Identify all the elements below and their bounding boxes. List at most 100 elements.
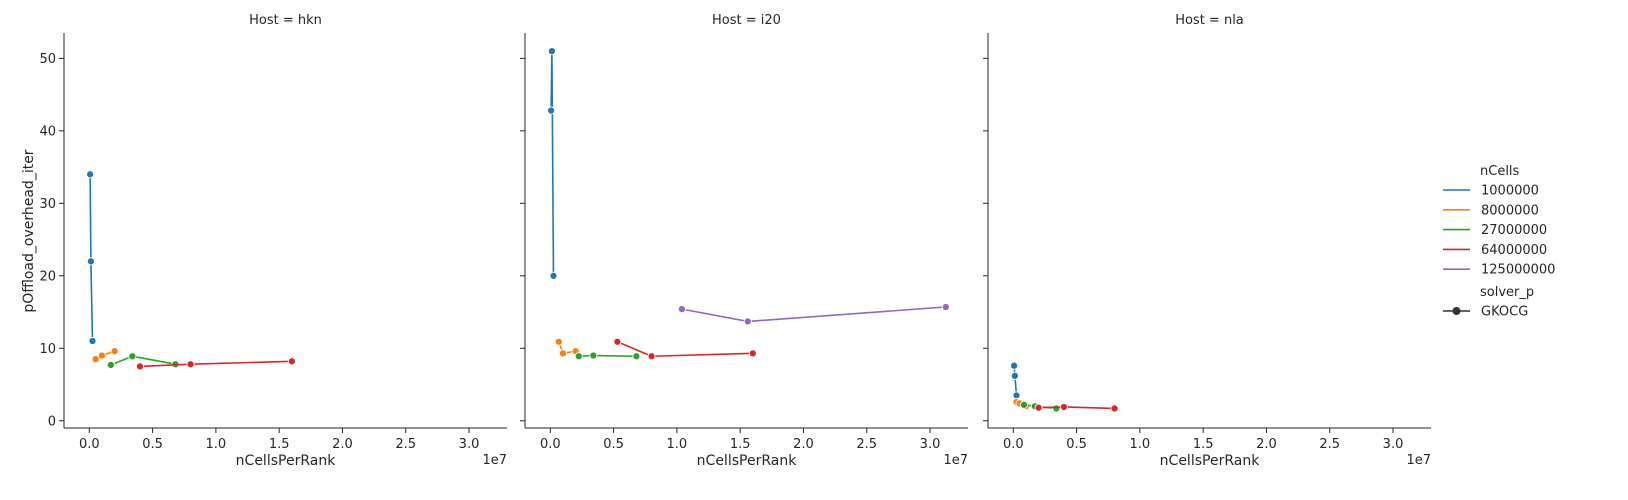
x-tick-label: 1.0 — [667, 437, 688, 452]
chart-panels: Host = hkn 0 10 20 30 40 50 0.0 0.5 1.0 1.5 2.0 2.5 3… — [39, 13, 1431, 469]
data-point — [613, 337, 622, 346]
x-offset-text: 1e7 — [1406, 453, 1431, 468]
legend-entry: 64000000 — [1443, 243, 1547, 258]
series-line — [1013, 365, 1018, 396]
x-tick-label: 1.5 — [269, 437, 290, 452]
x-tick-label: 0.5 — [142, 437, 163, 452]
series-8000000 — [91, 347, 119, 364]
x-tick-label: 3.0 — [1383, 437, 1404, 452]
data-point — [574, 352, 583, 361]
data-point — [186, 360, 195, 369]
x-offset-text: 1e7 — [482, 453, 507, 468]
data-point — [86, 257, 95, 266]
x-tick-label: 0.0 — [540, 437, 561, 452]
x-offset-text: 1e7 — [943, 453, 968, 468]
legend-style-title: solver_p — [1480, 285, 1534, 300]
series-line — [681, 306, 946, 323]
data-point — [748, 349, 757, 358]
legend-label: 27000000 — [1481, 223, 1547, 238]
x-tick-label: 2.0 — [793, 437, 814, 452]
x-tick-label: 0.0 — [79, 437, 100, 452]
panel-2: Host = nla 0.0 0.5 1.0 1.5 2.0 2.5 3.0 nCellsPer… — [983, 13, 1431, 469]
data-point — [86, 170, 95, 179]
series-64000000 — [135, 357, 296, 371]
data-point — [1059, 402, 1068, 412]
series-1000000 — [86, 170, 97, 346]
x-tick-label: 3.0 — [459, 437, 480, 452]
data-point — [91, 355, 100, 364]
data-point — [1052, 404, 1061, 413]
legend-entry: 125000000 — [1443, 263, 1555, 278]
data-point — [743, 317, 752, 326]
legend-entry: GKOCG — [1443, 305, 1528, 320]
x-tick-label: 2.5 — [856, 437, 877, 452]
data-point — [547, 47, 556, 56]
series-125000000 — [677, 302, 950, 326]
data-point — [1034, 403, 1043, 412]
x-tick-label: 0.0 — [1003, 437, 1024, 452]
data-point — [647, 352, 656, 361]
data-point — [97, 351, 107, 360]
series-1000000 — [1010, 361, 1021, 400]
y-tick-label: 50 — [39, 52, 56, 67]
data-point — [677, 305, 686, 314]
data-point — [589, 351, 598, 360]
series-line — [550, 51, 555, 276]
x-tick-label: 3.0 — [920, 437, 941, 452]
series-line — [110, 355, 176, 366]
y-tick-label: 0 — [48, 414, 56, 429]
x-tick-label: 1.0 — [1130, 437, 1151, 452]
panel-title: Host = nla — [1175, 13, 1244, 28]
y-tick-label: 10 — [39, 342, 56, 357]
x-tick-label: 2.0 — [332, 437, 353, 452]
series-64000000 — [613, 337, 757, 361]
data-point — [547, 106, 556, 115]
data-point — [941, 302, 950, 312]
legend-label: 64000000 — [1481, 243, 1547, 258]
series-1000000 — [547, 47, 558, 280]
legend-label: 1000000 — [1481, 184, 1539, 199]
x-tick-label: 0.5 — [603, 437, 624, 452]
panel-title: Host = hkn — [249, 13, 322, 28]
x-tick-label: 1.5 — [1193, 437, 1214, 452]
x-tick-label: 1.5 — [730, 437, 751, 452]
data-point — [549, 271, 558, 280]
y-tick-label: 20 — [39, 269, 56, 284]
series-8000000 — [554, 337, 580, 358]
x-tick-label: 2.5 — [1319, 437, 1340, 452]
data-point — [632, 352, 641, 361]
data-point — [287, 357, 296, 366]
x-axis-label: nCellsPerRank — [1160, 453, 1261, 469]
panel-title: Host = i20 — [712, 13, 781, 28]
series-line — [578, 354, 637, 358]
data-point — [554, 337, 563, 346]
x-tick-label: 2.0 — [1256, 437, 1277, 452]
x-tick-label: 0.5 — [1066, 437, 1087, 452]
series-27000000 — [574, 351, 641, 361]
series-64000000 — [1034, 402, 1119, 413]
legend-label: 125000000 — [1481, 263, 1555, 278]
legend-entry: 27000000 — [1443, 223, 1547, 238]
y-tick-label: 40 — [39, 124, 56, 139]
data-point — [128, 352, 137, 361]
data-point — [88, 336, 97, 346]
panel-1: Host = i20 0.0 0.5 1.0 1.5 2.0 2.5 3.0 nCellsPer… — [520, 13, 968, 469]
y-tick-label: 30 — [39, 197, 56, 212]
x-axis-label: nCellsPerRank — [697, 453, 798, 469]
data-point — [1110, 404, 1119, 413]
legend-hue-title: nCells — [1480, 164, 1520, 179]
data-point — [106, 360, 115, 369]
legend-marker — [1452, 307, 1461, 315]
legend-label: GKOCG — [1481, 305, 1528, 320]
data-point — [110, 347, 119, 356]
data-point — [1010, 361, 1019, 370]
data-point — [135, 362, 144, 371]
legend-entry: 1000000 — [1443, 184, 1539, 199]
x-tick-label: 1.0 — [206, 437, 227, 452]
legend-entry: 8000000 — [1443, 203, 1539, 218]
x-axis-label: nCellsPerRank — [236, 453, 337, 469]
x-tick-label: 2.5 — [395, 437, 416, 452]
data-point — [1020, 400, 1029, 409]
data-point — [558, 349, 568, 358]
